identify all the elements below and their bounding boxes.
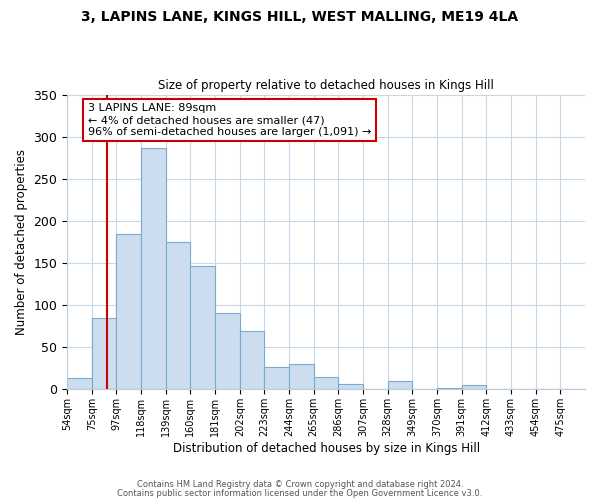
Text: Contains public sector information licensed under the Open Government Licence v3: Contains public sector information licen… — [118, 488, 482, 498]
Bar — [190, 266, 215, 390]
Text: 3, LAPINS LANE, KINGS HILL, WEST MALLING, ME19 4LA: 3, LAPINS LANE, KINGS HILL, WEST MALLING… — [82, 10, 518, 24]
Bar — [166, 242, 190, 390]
Text: 3 LAPINS LANE: 89sqm
← 4% of detached houses are smaller (47)
96% of semi-detach: 3 LAPINS LANE: 89sqm ← 4% of detached ho… — [88, 104, 371, 136]
X-axis label: Distribution of detached houses by size in Kings Hill: Distribution of detached houses by size … — [173, 442, 479, 455]
Title: Size of property relative to detached houses in Kings Hill: Size of property relative to detached ho… — [158, 79, 494, 92]
Bar — [437, 388, 462, 390]
Bar — [215, 313, 240, 390]
Bar — [240, 332, 265, 390]
Bar — [141, 148, 166, 390]
Bar — [338, 384, 363, 390]
Bar — [67, 378, 92, 390]
Text: Contains HM Land Registry data © Crown copyright and database right 2024.: Contains HM Land Registry data © Crown c… — [137, 480, 463, 489]
Bar — [289, 364, 314, 390]
Y-axis label: Number of detached properties: Number of detached properties — [15, 149, 28, 335]
Bar — [462, 385, 487, 390]
Bar — [116, 234, 141, 390]
Bar — [265, 366, 289, 390]
Bar — [92, 318, 116, 390]
Bar — [314, 377, 338, 390]
Bar — [388, 381, 412, 390]
